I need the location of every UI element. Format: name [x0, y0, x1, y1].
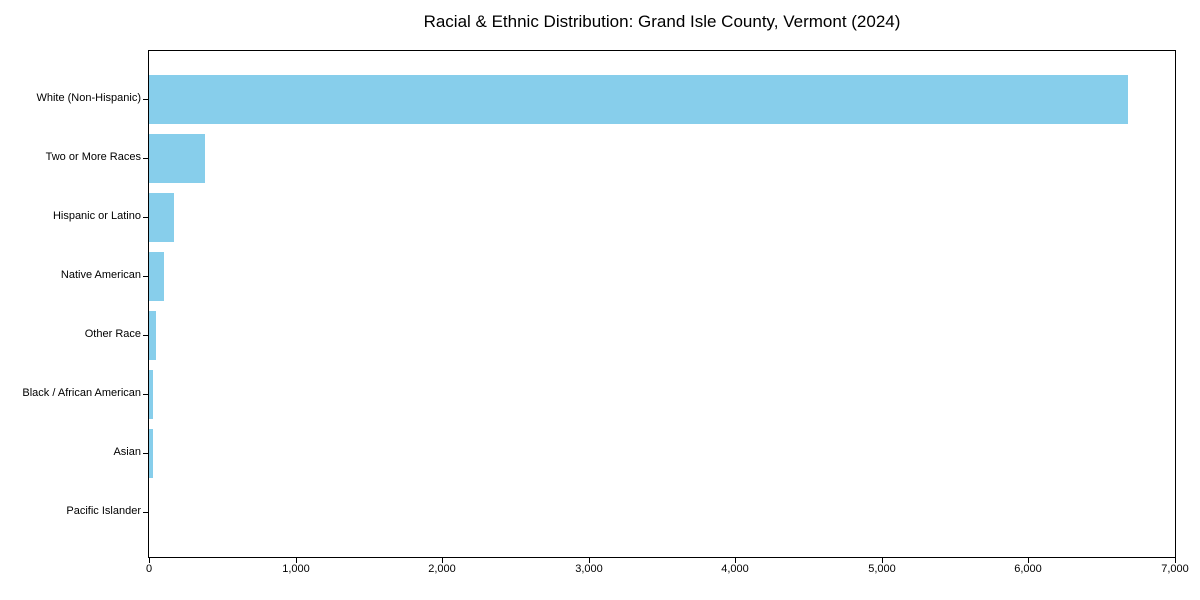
x-axis-tick-label: 0 [145, 563, 153, 575]
y-axis-label: Native American [60, 269, 141, 281]
x-tick-mark [442, 558, 443, 563]
x-tick-mark [882, 558, 883, 563]
x-tick-mark [149, 558, 150, 563]
y-tick-mark [143, 393, 148, 395]
chart-title: Racial & Ethnic Distribution: Grand Isle… [423, 12, 901, 31]
bar-other-race [149, 311, 156, 360]
x-axis-tick-label: 7,000 [1161, 563, 1189, 575]
x-tick-mark [1175, 558, 1176, 563]
y-tick-mark [143, 452, 148, 454]
y-axis-label: Two or More Races [45, 151, 141, 163]
y-axis-label: Asian [113, 446, 141, 458]
y-tick-mark [143, 98, 148, 100]
bar-two-or-more-races [149, 134, 205, 183]
bar-hispanic-or-latino [149, 193, 174, 242]
x-tick-mark [1028, 558, 1029, 563]
y-axis-label: Pacific Islander [66, 505, 141, 517]
x-axis-tick-label: 2,000 [428, 563, 456, 575]
x-axis-tick-label: 5,000 [868, 563, 896, 575]
y-tick-mark [143, 216, 148, 218]
y-tick-mark [143, 334, 148, 336]
x-tick-mark [735, 558, 736, 563]
y-axis-label: Other Race [84, 328, 141, 340]
y-axis-label: Hispanic or Latino [52, 210, 141, 222]
bar-asian [149, 429, 153, 478]
bar-white-non-hispanic [149, 75, 1128, 124]
y-axis-label: Black / African American [22, 387, 141, 399]
plot-area [148, 50, 1176, 558]
y-axis-label: White (Non-Hispanic) [36, 92, 141, 104]
bar-black-african-american [149, 370, 153, 419]
x-axis-tick-label: 1,000 [282, 563, 310, 575]
x-axis-tick-label: 6,000 [1014, 563, 1042, 575]
x-axis-tick-label: 3,000 [575, 563, 603, 575]
y-tick-mark [143, 157, 148, 159]
x-tick-mark [296, 558, 297, 563]
x-axis-tick-label: 4,000 [721, 563, 749, 575]
y-tick-mark [143, 275, 148, 277]
x-tick-mark [589, 558, 590, 563]
y-tick-mark [143, 511, 148, 513]
bar-native-american [149, 252, 164, 301]
